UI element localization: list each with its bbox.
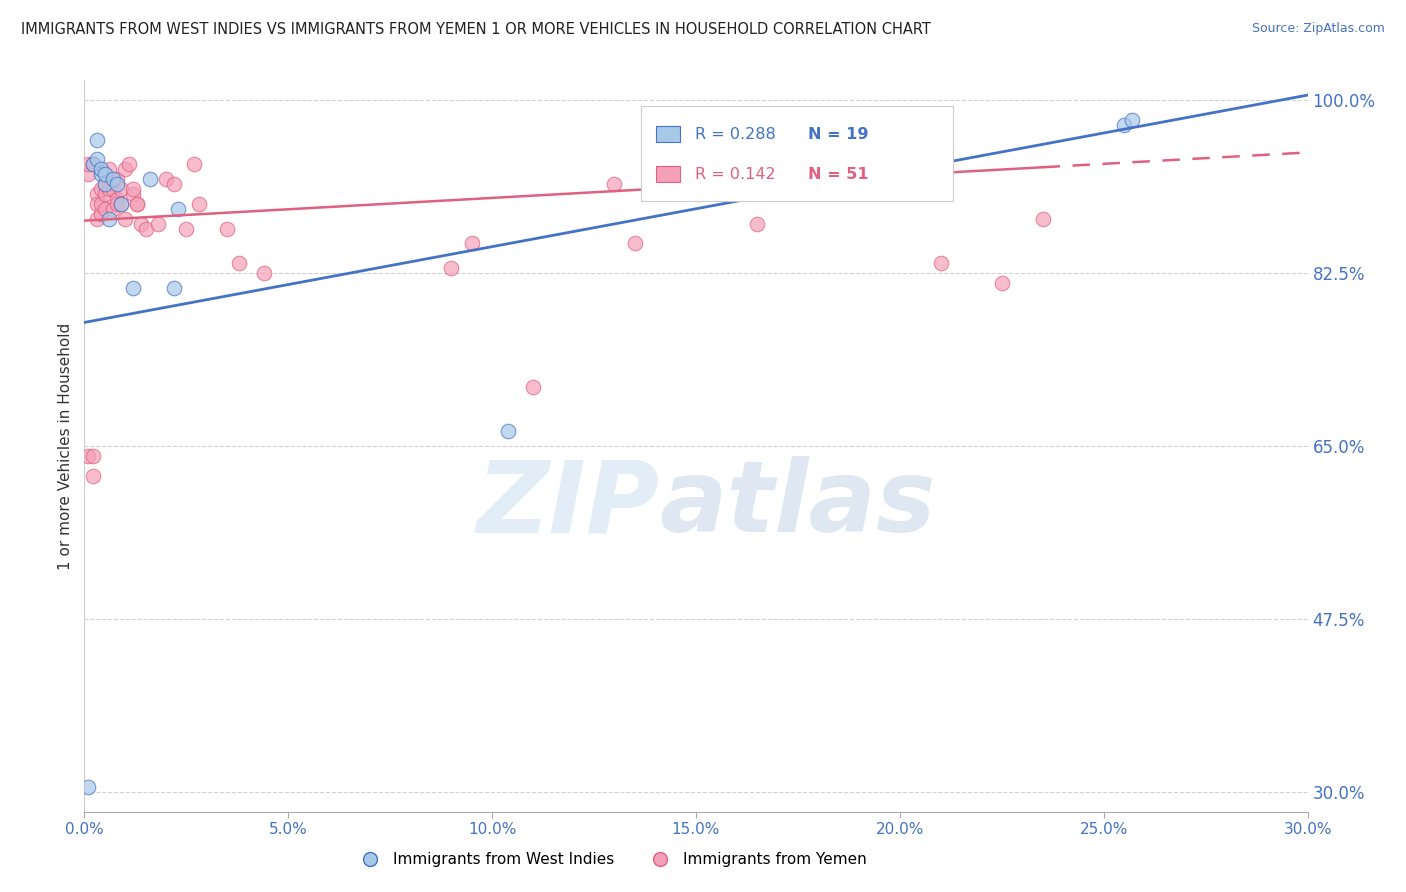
Text: Source: ZipAtlas.com: Source: ZipAtlas.com xyxy=(1251,22,1385,36)
Point xyxy=(118,157,141,171)
Point xyxy=(155,172,177,186)
Point xyxy=(90,162,112,177)
Bar xyxy=(655,127,681,143)
Point xyxy=(114,211,136,226)
Point xyxy=(253,266,276,280)
Point xyxy=(93,177,117,191)
Point xyxy=(122,182,145,196)
Point xyxy=(135,221,157,235)
Text: ZIP: ZIP xyxy=(477,456,659,553)
Text: N = 19: N = 19 xyxy=(808,127,869,142)
Point xyxy=(90,182,112,196)
Point xyxy=(97,211,120,226)
Point xyxy=(82,449,104,463)
Point xyxy=(498,424,520,438)
Point xyxy=(86,211,108,226)
Point xyxy=(440,261,463,276)
Point xyxy=(127,197,149,211)
Point xyxy=(929,256,952,270)
Point xyxy=(93,177,117,191)
Point xyxy=(183,157,205,171)
Text: IMMIGRANTS FROM WEST INDIES VS IMMIGRANTS FROM YEMEN 1 OR MORE VEHICLES IN HOUSE: IMMIGRANTS FROM WEST INDIES VS IMMIGRANT… xyxy=(21,22,931,37)
Point xyxy=(105,192,128,206)
Point xyxy=(146,217,169,231)
Point xyxy=(105,172,128,186)
Point xyxy=(163,177,186,191)
Point xyxy=(624,236,647,251)
Point xyxy=(991,276,1014,290)
Point xyxy=(217,221,239,235)
Y-axis label: 1 or more Vehicles in Household: 1 or more Vehicles in Household xyxy=(58,322,73,570)
Point xyxy=(105,197,128,211)
Point xyxy=(101,172,124,186)
FancyBboxPatch shape xyxy=(641,106,953,201)
Point xyxy=(522,380,544,394)
Point xyxy=(167,202,190,216)
Text: N = 51: N = 51 xyxy=(808,167,869,182)
Point xyxy=(82,468,104,483)
Point xyxy=(1114,118,1136,132)
Point xyxy=(77,780,100,794)
Text: R = 0.288: R = 0.288 xyxy=(695,127,775,142)
Point xyxy=(97,162,120,177)
Point xyxy=(77,157,100,171)
Point xyxy=(86,186,108,201)
Point xyxy=(86,153,108,167)
Point xyxy=(93,186,117,201)
Point xyxy=(747,217,769,231)
Point xyxy=(110,197,132,211)
Point xyxy=(603,177,626,191)
Point xyxy=(90,207,112,221)
Point xyxy=(105,177,128,191)
Point xyxy=(93,202,117,216)
Legend: Immigrants from West Indies, Immigrants from Yemen: Immigrants from West Indies, Immigrants … xyxy=(349,847,873,873)
Point xyxy=(1121,112,1143,127)
Point xyxy=(114,162,136,177)
Point xyxy=(101,202,124,216)
Point xyxy=(82,157,104,171)
Point xyxy=(110,182,132,196)
Point xyxy=(138,172,160,186)
Point xyxy=(1032,211,1054,226)
Text: R = 0.142: R = 0.142 xyxy=(695,167,775,182)
Point xyxy=(110,197,132,211)
Point xyxy=(101,182,124,196)
Point xyxy=(77,167,100,181)
Point xyxy=(77,449,100,463)
Text: atlas: atlas xyxy=(659,456,936,553)
Point xyxy=(93,167,117,181)
Point xyxy=(127,197,149,211)
Point xyxy=(86,197,108,211)
Point xyxy=(131,217,153,231)
Point xyxy=(86,132,108,146)
Point xyxy=(122,186,145,201)
Point xyxy=(228,256,250,270)
Point xyxy=(187,197,209,211)
Point xyxy=(163,281,186,295)
Point xyxy=(82,157,104,171)
Bar xyxy=(655,166,681,182)
Point xyxy=(122,281,145,295)
Point xyxy=(176,221,198,235)
Point xyxy=(97,182,120,196)
Point xyxy=(90,167,112,181)
Point xyxy=(461,236,484,251)
Point xyxy=(90,197,112,211)
